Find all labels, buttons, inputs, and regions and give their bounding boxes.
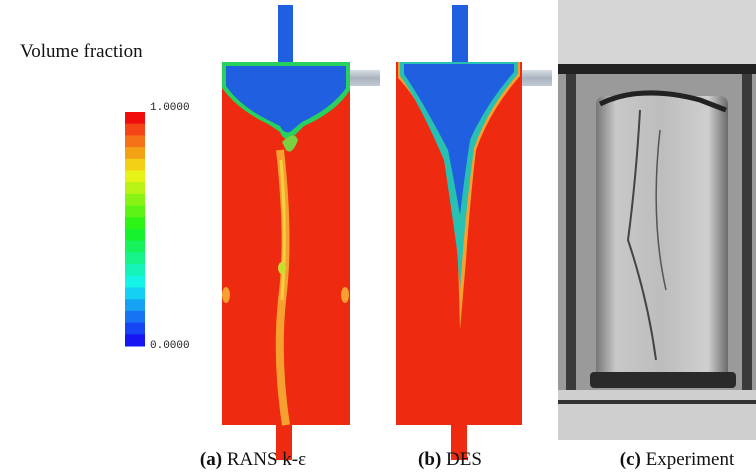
figure: Volume fraction 1.0000 0.0000 xyxy=(0,0,756,474)
colorbar-swatch xyxy=(125,159,145,171)
colorbar-swatch xyxy=(125,217,145,229)
colorbar-swatch xyxy=(125,276,145,288)
panel-tag: (c) xyxy=(620,449,641,470)
panel-caption: Experiment xyxy=(646,449,735,470)
colorbar-min-label: 0.0000 xyxy=(150,340,190,352)
colorbar-swatch xyxy=(125,252,145,264)
colorbar-max-label: 1.0000 xyxy=(150,102,190,114)
caption-a: (a) RANS k-ε xyxy=(200,449,306,470)
caption-c: (c) Experiment xyxy=(620,449,735,470)
colorbar-swatch xyxy=(125,323,145,335)
panel-captions: (a) RANS k-ε (b) DES (c) Experiment xyxy=(200,449,735,470)
colorbar-swatch xyxy=(125,229,145,241)
panel-tag: (a) xyxy=(200,449,222,470)
colorbar-swatch xyxy=(125,311,145,323)
colorbar-swatch xyxy=(125,124,145,136)
colorbar-swatch xyxy=(125,241,145,253)
panel-caption: RANS k-ε xyxy=(227,449,306,470)
colorbar-swatch xyxy=(125,334,145,346)
colorbar-swatch xyxy=(125,182,145,194)
colorbar-swatch xyxy=(125,264,145,276)
colorbar xyxy=(125,112,145,347)
panel-tag: (b) xyxy=(418,449,441,470)
colorbar-swatch xyxy=(125,112,145,124)
colorbar-swatch xyxy=(125,299,145,311)
colorbar-title: Volume fraction xyxy=(20,41,143,62)
panel-caption: DES xyxy=(446,449,482,470)
panel-a xyxy=(222,5,380,460)
colorbar-swatch xyxy=(125,171,145,183)
colorbar-swatch xyxy=(125,147,145,159)
colorbar-swatch xyxy=(125,288,145,300)
panel-c-photo xyxy=(558,0,756,440)
caption-b: (b) DES xyxy=(418,449,482,470)
colorbar-swatch xyxy=(125,135,145,147)
colorbar-swatch xyxy=(125,206,145,218)
colorbar-swatch xyxy=(125,194,145,206)
panel-b xyxy=(396,5,552,460)
